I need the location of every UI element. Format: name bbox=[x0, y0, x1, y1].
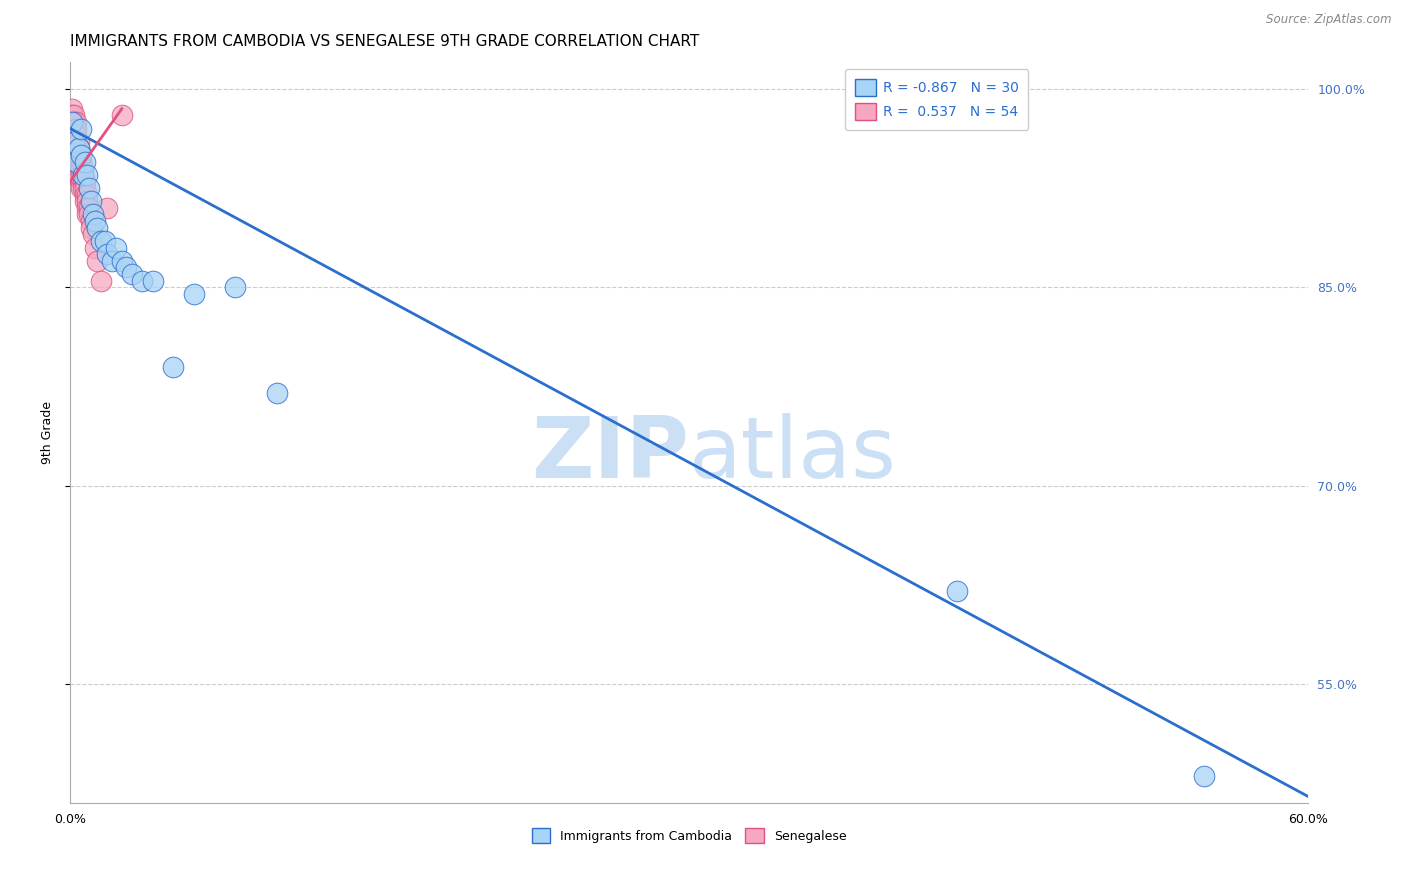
Point bbox=[65, 115, 87, 129]
Point bbox=[266, 386, 288, 401]
Point bbox=[65, 161, 87, 176]
Point bbox=[63, 121, 86, 136]
Point bbox=[121, 267, 143, 281]
Point bbox=[82, 227, 104, 242]
Point bbox=[63, 135, 86, 149]
Point bbox=[84, 240, 107, 255]
Point bbox=[73, 187, 96, 202]
Point bbox=[86, 220, 108, 235]
Point bbox=[69, 161, 91, 176]
Point bbox=[80, 194, 103, 209]
Point bbox=[76, 201, 98, 215]
Point bbox=[115, 260, 138, 275]
Point bbox=[80, 220, 103, 235]
Point bbox=[73, 154, 96, 169]
Point bbox=[60, 102, 83, 116]
Point bbox=[100, 253, 122, 268]
Point bbox=[65, 154, 87, 169]
Point bbox=[67, 154, 90, 169]
Point bbox=[73, 194, 96, 209]
Point bbox=[111, 253, 134, 268]
Point bbox=[73, 181, 96, 195]
Point bbox=[67, 141, 90, 155]
Point bbox=[67, 148, 90, 162]
Point bbox=[72, 181, 94, 195]
Text: atlas: atlas bbox=[689, 413, 897, 496]
Point bbox=[67, 135, 90, 149]
Point bbox=[65, 121, 87, 136]
Point bbox=[84, 214, 107, 228]
Point bbox=[90, 274, 112, 288]
Point bbox=[60, 108, 83, 122]
Point bbox=[65, 154, 87, 169]
Point bbox=[69, 174, 91, 188]
Legend: Immigrants from Cambodia, Senegalese: Immigrants from Cambodia, Senegalese bbox=[527, 823, 851, 848]
Point bbox=[60, 121, 83, 136]
Point bbox=[96, 247, 118, 261]
Point bbox=[60, 115, 83, 129]
Point bbox=[76, 168, 98, 182]
Point bbox=[76, 207, 98, 221]
Point bbox=[69, 148, 91, 162]
Point bbox=[63, 141, 86, 155]
Point bbox=[73, 174, 96, 188]
Point bbox=[65, 148, 87, 162]
Point bbox=[224, 280, 246, 294]
Point bbox=[72, 168, 94, 182]
Point bbox=[72, 161, 94, 176]
Point bbox=[72, 174, 94, 188]
Point bbox=[69, 121, 91, 136]
Point bbox=[63, 135, 86, 149]
Point bbox=[65, 141, 87, 155]
Point bbox=[104, 240, 127, 255]
Point bbox=[63, 128, 86, 143]
Text: ZIP: ZIP bbox=[531, 413, 689, 496]
Point bbox=[67, 141, 90, 155]
Point bbox=[162, 359, 184, 374]
Point bbox=[63, 115, 86, 129]
Point bbox=[72, 168, 94, 182]
Point bbox=[183, 286, 205, 301]
Point bbox=[94, 234, 117, 248]
Point bbox=[69, 154, 91, 169]
Point bbox=[67, 168, 90, 182]
Point bbox=[77, 181, 100, 195]
Point bbox=[76, 187, 98, 202]
Point bbox=[77, 201, 100, 215]
Point bbox=[131, 274, 153, 288]
Point bbox=[60, 115, 83, 129]
Point bbox=[96, 201, 118, 215]
Point bbox=[946, 584, 969, 599]
Point bbox=[69, 181, 91, 195]
Point bbox=[90, 234, 112, 248]
Point bbox=[1194, 769, 1216, 783]
Point bbox=[63, 108, 86, 122]
Point bbox=[80, 214, 103, 228]
Point bbox=[77, 207, 100, 221]
Point bbox=[69, 148, 91, 162]
Text: IMMIGRANTS FROM CAMBODIA VS SENEGALESE 9TH GRADE CORRELATION CHART: IMMIGRANTS FROM CAMBODIA VS SENEGALESE 9… bbox=[70, 34, 700, 49]
Point bbox=[69, 168, 91, 182]
Point bbox=[60, 128, 83, 143]
Point bbox=[65, 128, 87, 143]
Point bbox=[142, 274, 165, 288]
Point bbox=[67, 161, 90, 176]
Point bbox=[65, 168, 87, 182]
Text: Source: ZipAtlas.com: Source: ZipAtlas.com bbox=[1267, 13, 1392, 27]
Point bbox=[111, 108, 134, 122]
Point bbox=[82, 207, 104, 221]
Y-axis label: 9th Grade: 9th Grade bbox=[41, 401, 53, 464]
Point bbox=[65, 135, 87, 149]
Point bbox=[76, 194, 98, 209]
Point bbox=[86, 253, 108, 268]
